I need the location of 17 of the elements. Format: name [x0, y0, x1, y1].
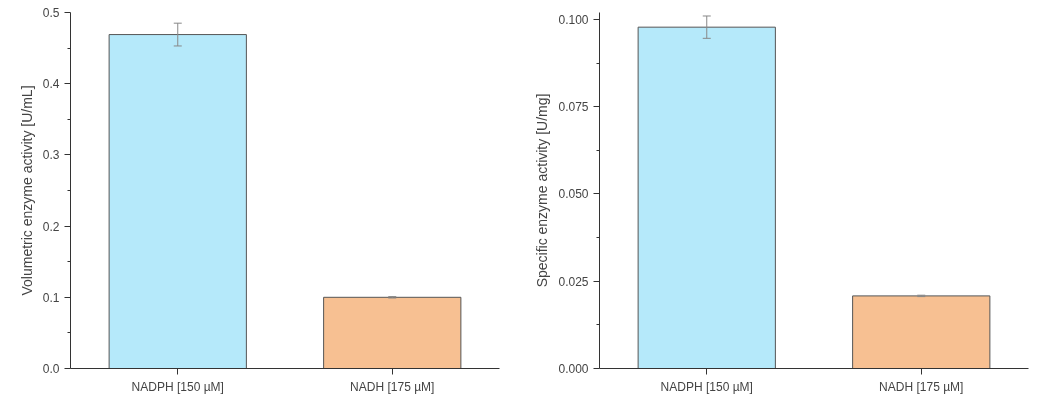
x-tick-label: NADPH [150 µM]	[131, 379, 224, 394]
x-tick-label: NADH [175 µM]	[879, 379, 964, 394]
y-tick-label: 0.2	[42, 219, 60, 234]
y-axis-title: Volumetric enzyme activity [U/mL]	[18, 85, 35, 296]
y-tick-label: 0.4	[42, 77, 60, 92]
y-tick-label: 0.5	[42, 6, 60, 20]
y-tick-label: 0.050	[558, 187, 589, 202]
y-tick-label: 0.000	[558, 362, 589, 376]
y-tick-label: 0.1	[42, 290, 60, 305]
x-tick-label: NADPH [150 µM]	[660, 379, 753, 394]
y-tick-label: 0.0	[42, 362, 60, 376]
x-tick-label: NADH [175 µM]	[350, 379, 435, 394]
y-axis-title: Specific enzyme activity [U/mg]	[534, 93, 551, 288]
y-tick-label: 0.3	[42, 148, 60, 163]
y-tick-label: 0.100	[558, 12, 589, 27]
y-tick-label: 0.075	[558, 100, 589, 115]
y-tick-label: 0.025	[558, 274, 589, 289]
